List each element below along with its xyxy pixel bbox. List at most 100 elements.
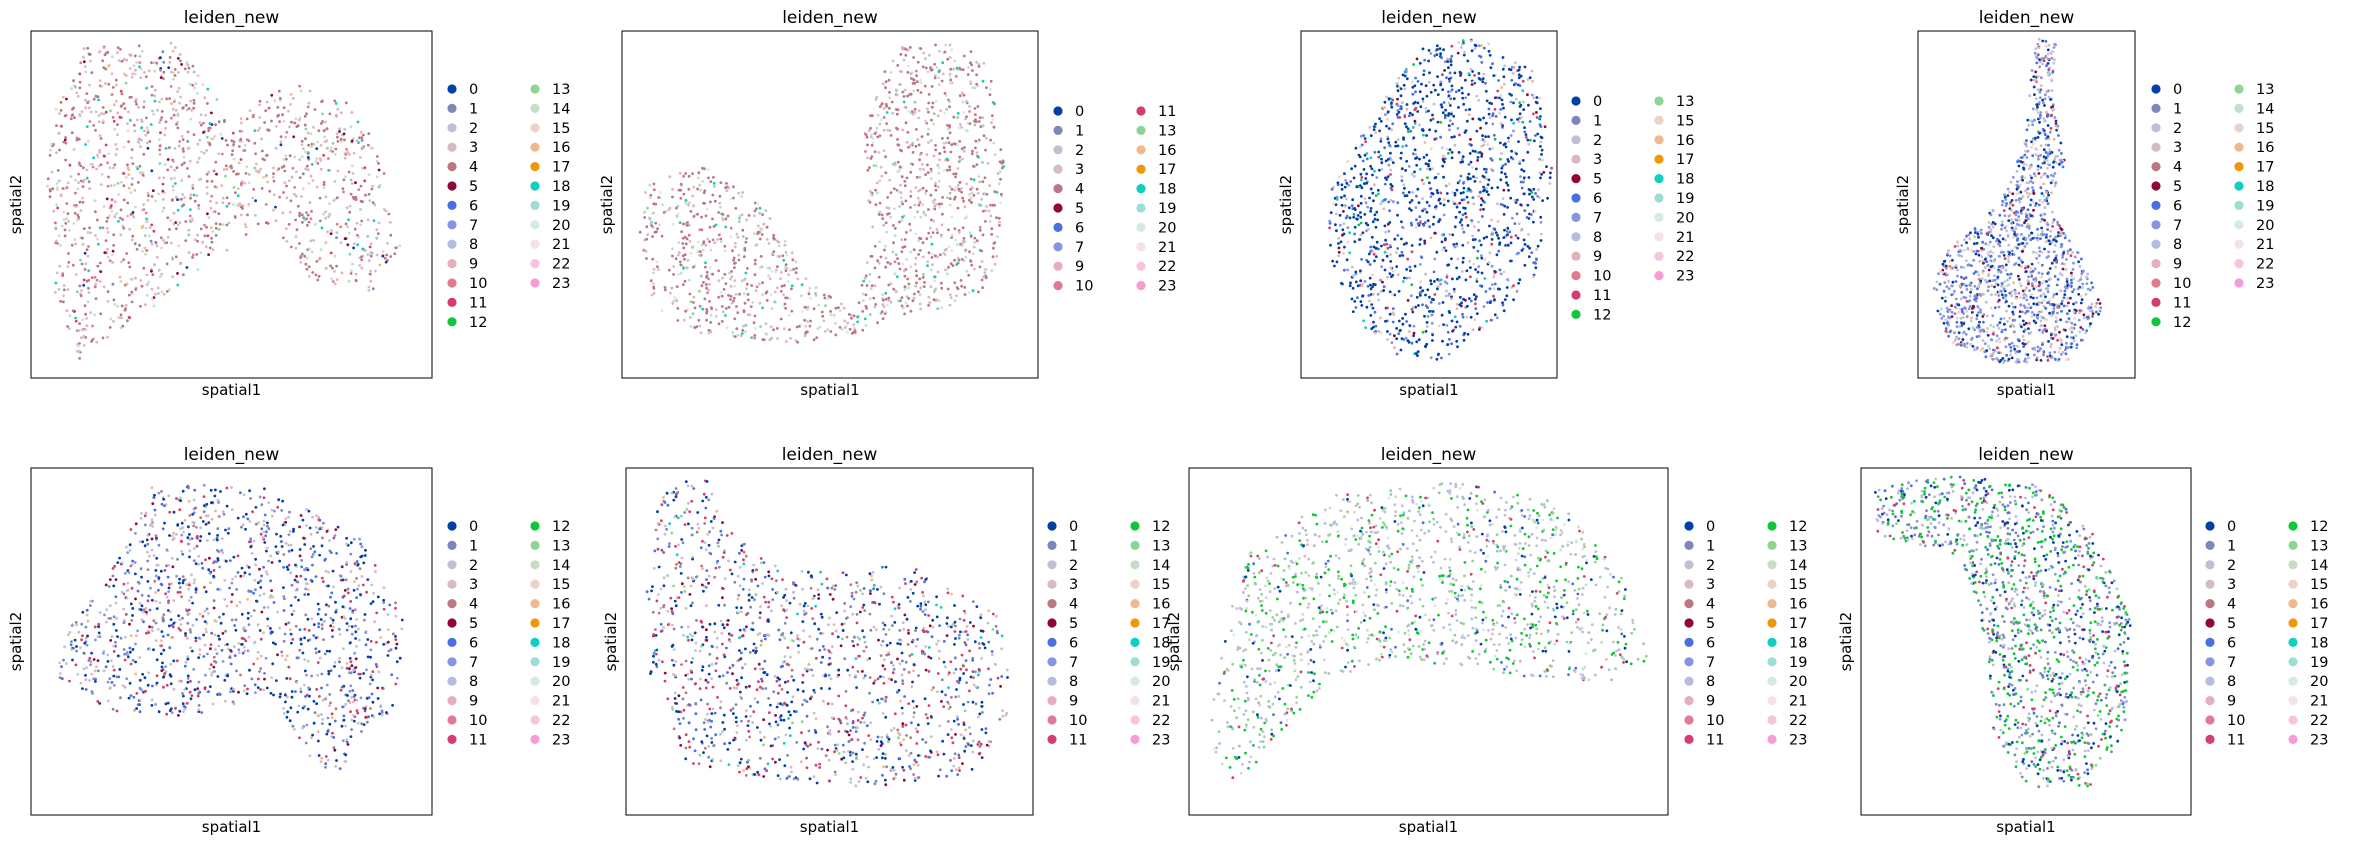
scatter-point xyxy=(245,165,249,169)
scatter-point xyxy=(2035,257,2039,260)
scatter-point xyxy=(1437,324,1441,328)
scatter-point xyxy=(1346,240,1350,244)
scatter-point xyxy=(1447,124,1451,127)
scatter-point xyxy=(912,89,916,93)
scatter-point xyxy=(661,203,664,207)
scatter-point xyxy=(1352,213,1356,216)
scatter-point xyxy=(105,197,109,201)
scatter-point xyxy=(1403,122,1407,125)
legend-label: 21 xyxy=(1676,230,1694,246)
scatter-point xyxy=(1343,245,1346,249)
scatter-point xyxy=(1426,315,1430,318)
scatter-point xyxy=(698,324,702,328)
scatter-point xyxy=(1444,108,1447,112)
scatter-point xyxy=(2055,283,2059,287)
scatter-point xyxy=(914,144,918,148)
scatter-point xyxy=(143,234,147,238)
scatter-point xyxy=(1512,101,1515,105)
scatter-point xyxy=(129,213,133,216)
scatter-point xyxy=(1492,294,1495,298)
scatter-point xyxy=(754,289,758,293)
scatter-point xyxy=(1425,210,1429,214)
scatter-point xyxy=(791,258,795,262)
scatter-point xyxy=(874,303,878,306)
scatter-point xyxy=(902,100,906,104)
scatter-point xyxy=(2034,321,2038,325)
scatter-point xyxy=(1458,70,1462,74)
scatter-point xyxy=(1506,233,1509,237)
scatter-point xyxy=(347,170,351,174)
scatter-point xyxy=(1496,89,1500,93)
scatter-point xyxy=(1373,332,1377,335)
scatter-point xyxy=(1539,239,1543,242)
scatter-point xyxy=(1427,80,1431,84)
scatter-point xyxy=(1468,152,1472,155)
scatter-point xyxy=(188,146,191,150)
scatter-point xyxy=(767,242,771,245)
scatter-point xyxy=(1538,123,1542,127)
scatter-point xyxy=(85,92,89,95)
scatter-point xyxy=(1488,301,1492,304)
scatter-point xyxy=(1458,220,1462,224)
scatter-point xyxy=(741,191,745,194)
scatter-point xyxy=(947,265,950,269)
scatter-point xyxy=(989,87,992,91)
scatter-point xyxy=(209,206,213,210)
scatter-point xyxy=(120,260,123,264)
scatter-point xyxy=(1435,250,1439,254)
scatter-point xyxy=(1462,338,1466,342)
scatter-point xyxy=(109,204,113,208)
scatter-point xyxy=(168,97,172,100)
scatter-point xyxy=(1538,96,1542,100)
scatter-point xyxy=(1376,218,1380,222)
scatter-point xyxy=(55,151,58,155)
scatter-point xyxy=(196,160,200,164)
scatter-point xyxy=(87,180,91,184)
scatter-point xyxy=(2014,262,2018,265)
scatter-point xyxy=(978,228,982,232)
scatter-point xyxy=(969,82,973,85)
scatter-point xyxy=(348,252,352,256)
scatter-point xyxy=(333,254,337,258)
scatter-point xyxy=(704,244,708,247)
scatter-point xyxy=(863,276,867,280)
scatter-point xyxy=(2044,143,2048,147)
scatter-point xyxy=(759,255,763,258)
scatter-point xyxy=(1482,189,1485,193)
scatter-point xyxy=(2048,298,2052,302)
scatter-point xyxy=(1440,103,1443,106)
scatter-point xyxy=(982,61,986,65)
scatter-point xyxy=(241,180,244,183)
scatter-point xyxy=(964,117,967,121)
scatter-point xyxy=(239,183,243,187)
scatter-point xyxy=(91,165,95,169)
scatter-point xyxy=(921,186,925,190)
scatter-point xyxy=(899,196,903,200)
scatter-point xyxy=(74,205,78,208)
scatter-point xyxy=(645,257,648,260)
scatter-point xyxy=(903,47,906,51)
scatter-point xyxy=(772,233,776,237)
scatter-point xyxy=(928,226,932,230)
scatter-point xyxy=(932,122,936,126)
scatter-point xyxy=(1399,151,1403,155)
scatter-point xyxy=(912,78,916,82)
scatter-point xyxy=(882,223,886,227)
scatter-point xyxy=(1532,112,1535,116)
scatter-point xyxy=(1461,155,1465,159)
scatter-point xyxy=(1472,175,1475,179)
scatter-point xyxy=(1497,249,1501,253)
scatter-point xyxy=(1401,145,1405,148)
scatter-point xyxy=(1370,235,1374,239)
scatter-point xyxy=(1389,183,1393,186)
scatter-point xyxy=(1460,218,1463,222)
scatter-point xyxy=(64,136,67,139)
scatter-point xyxy=(1523,209,1527,213)
scatter-point xyxy=(205,149,209,152)
scatter-point xyxy=(882,149,886,153)
scatter-point xyxy=(1539,215,1543,219)
scatter-point xyxy=(1471,80,1475,84)
scatter-point xyxy=(1410,244,1414,247)
scatter-point xyxy=(1438,279,1441,283)
